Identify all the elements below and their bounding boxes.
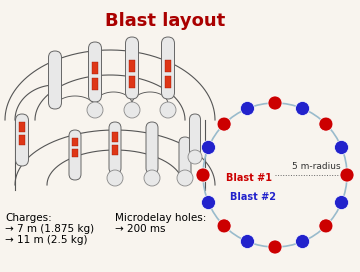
- Text: Blast #1: Blast #1: [226, 173, 272, 183]
- Circle shape: [160, 102, 176, 118]
- Bar: [72, 149, 78, 157]
- Bar: [129, 60, 135, 72]
- FancyBboxPatch shape: [179, 137, 191, 179]
- Circle shape: [124, 102, 140, 118]
- FancyBboxPatch shape: [69, 130, 81, 180]
- FancyBboxPatch shape: [189, 114, 201, 156]
- Bar: [92, 78, 98, 90]
- Circle shape: [319, 117, 333, 131]
- Text: → 7 m (1.875 kg): → 7 m (1.875 kg): [5, 224, 94, 234]
- Bar: [112, 132, 118, 142]
- Circle shape: [202, 140, 216, 154]
- Bar: [72, 138, 78, 146]
- Bar: [19, 135, 25, 145]
- Circle shape: [334, 140, 348, 154]
- Circle shape: [202, 196, 216, 209]
- Circle shape: [177, 170, 193, 186]
- Text: Charges:: Charges:: [5, 213, 52, 223]
- Text: → 200 ms: → 200 ms: [115, 224, 166, 234]
- Bar: [165, 60, 171, 72]
- Circle shape: [144, 170, 160, 186]
- FancyBboxPatch shape: [89, 42, 102, 102]
- FancyBboxPatch shape: [126, 37, 139, 99]
- FancyBboxPatch shape: [15, 114, 28, 166]
- FancyBboxPatch shape: [162, 37, 175, 99]
- Circle shape: [296, 101, 310, 116]
- Bar: [19, 122, 25, 132]
- Circle shape: [188, 150, 202, 164]
- Text: Blast #2: Blast #2: [230, 192, 276, 202]
- Circle shape: [107, 170, 123, 186]
- Bar: [112, 145, 118, 155]
- Circle shape: [240, 101, 255, 116]
- FancyBboxPatch shape: [49, 51, 62, 109]
- Circle shape: [268, 96, 282, 110]
- Bar: [92, 62, 98, 74]
- Text: 5 m-radius: 5 m-radius: [292, 162, 340, 171]
- Circle shape: [268, 240, 282, 254]
- Text: → 11 m (2.5 kg): → 11 m (2.5 kg): [5, 235, 87, 245]
- Circle shape: [240, 234, 255, 249]
- Circle shape: [196, 168, 210, 182]
- Bar: [129, 76, 135, 88]
- FancyBboxPatch shape: [109, 122, 121, 174]
- FancyBboxPatch shape: [146, 122, 158, 174]
- Text: Blast layout: Blast layout: [105, 12, 225, 30]
- Circle shape: [296, 234, 310, 249]
- Bar: [165, 76, 171, 88]
- Circle shape: [217, 117, 231, 131]
- Circle shape: [319, 219, 333, 233]
- Circle shape: [334, 196, 348, 209]
- Circle shape: [87, 102, 103, 118]
- Circle shape: [340, 168, 354, 182]
- Text: Microdelay holes:: Microdelay holes:: [115, 213, 206, 223]
- Circle shape: [217, 219, 231, 233]
